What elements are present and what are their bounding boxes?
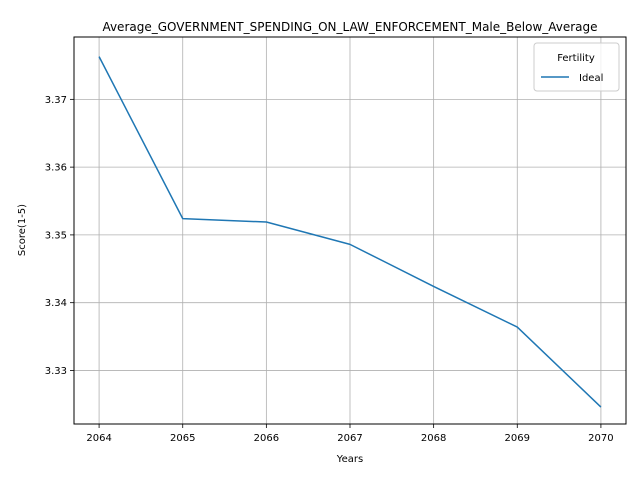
grid	[74, 37, 626, 424]
y-tick-label: 3.37	[45, 95, 67, 106]
y-tick-label: 3.34	[45, 298, 67, 309]
x-tick-label: 2069	[505, 433, 530, 444]
x-tick-label: 2067	[337, 433, 362, 444]
y-tick-label: 3.33	[45, 366, 67, 377]
legend-title: Fertility	[557, 53, 595, 64]
x-axis-label: Years	[336, 454, 363, 465]
y-tick-label: 3.36	[45, 163, 67, 174]
y-axis-ticks: 3.33 3.34 3.35 3.36 3.37	[45, 95, 74, 377]
x-tick-label: 2066	[254, 433, 279, 444]
x-tick-label: 2064	[86, 433, 111, 444]
legend-entry-ideal: Ideal	[579, 73, 603, 84]
x-axis-ticks: 2064 2065 2066 2067 2068 2069 2070	[86, 424, 614, 444]
legend: Fertility Ideal	[533, 42, 620, 92]
chart-title: Average_GOVERNMENT_SPENDING_ON_LAW_ENFOR…	[102, 20, 597, 34]
x-tick-label: 2068	[421, 433, 446, 444]
y-axis-label: Score(1-5)	[17, 204, 28, 256]
x-tick-label: 2070	[588, 433, 613, 444]
x-tick-label: 2065	[170, 433, 195, 444]
legend-box	[533, 42, 620, 92]
series-layer	[98, 56, 602, 408]
y-tick-label: 3.35	[45, 230, 67, 241]
